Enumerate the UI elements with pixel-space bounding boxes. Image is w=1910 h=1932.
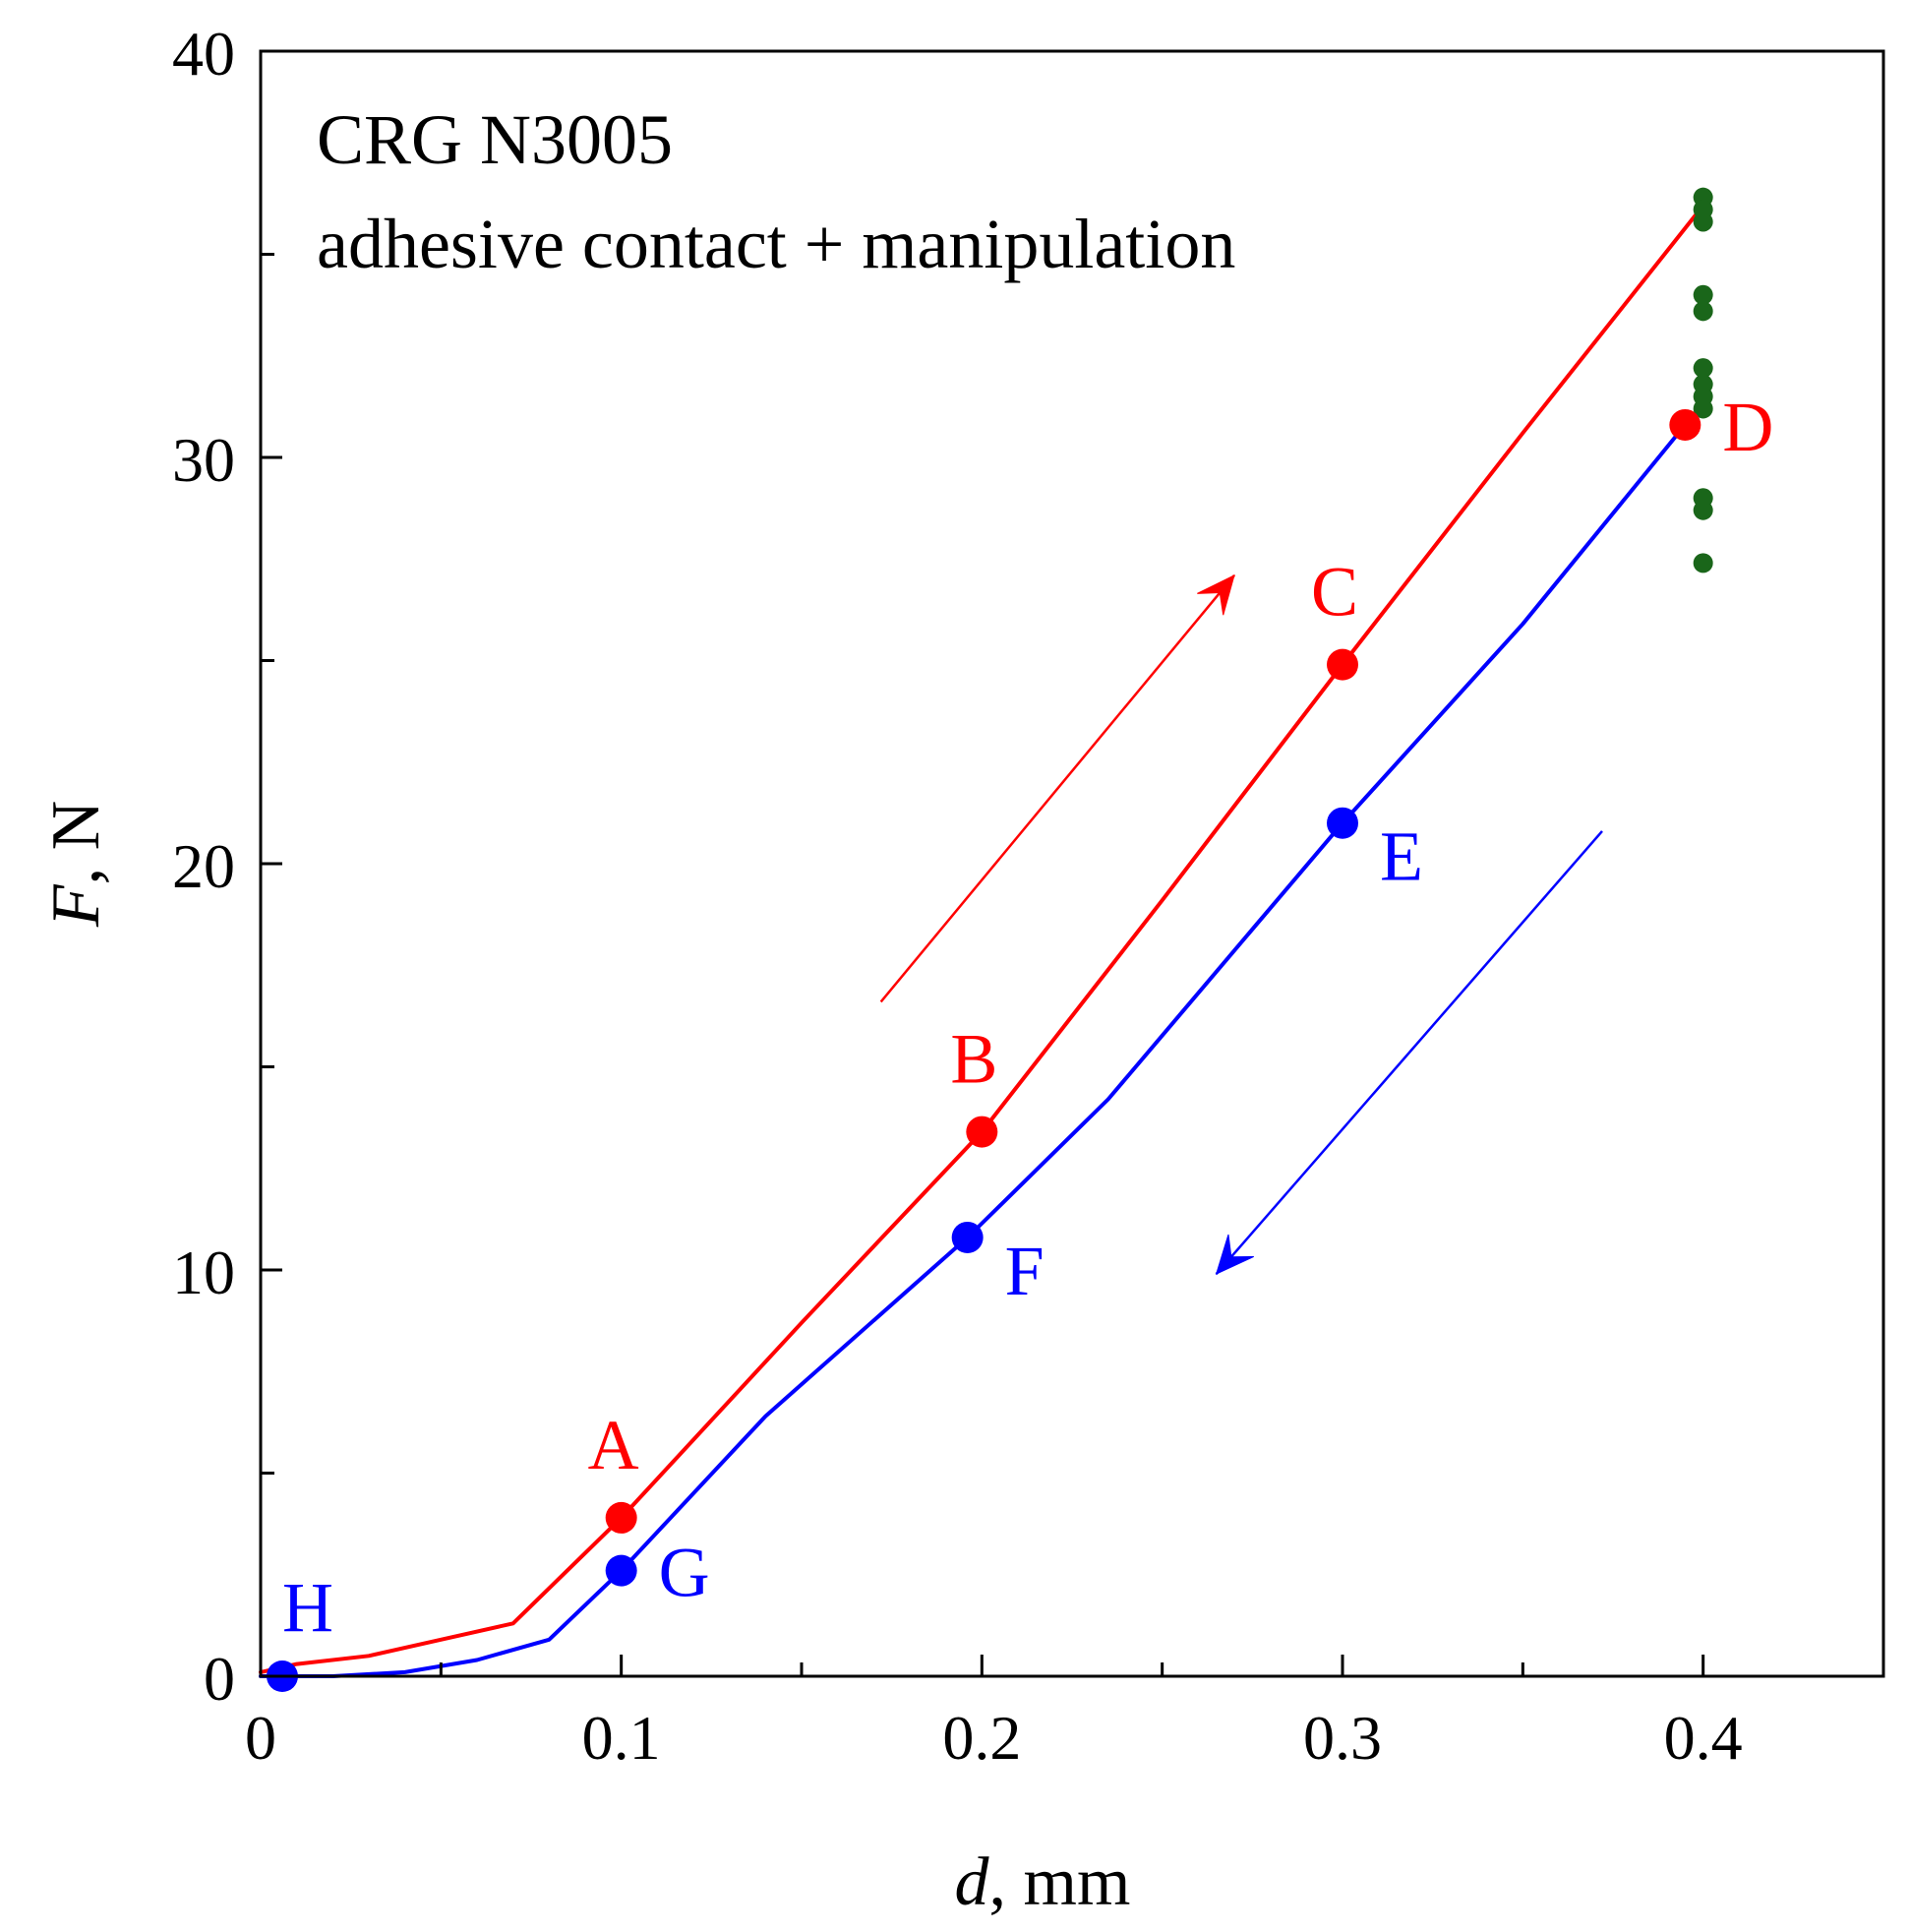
point-label-g: G <box>659 1534 710 1612</box>
scatter-point <box>1693 211 1713 232</box>
x-axis-title-variable: d <box>955 1844 990 1920</box>
point-label-h: H <box>282 1568 333 1647</box>
point-label-f: F <box>1005 1232 1045 1310</box>
point-label-d: D <box>1722 388 1773 466</box>
annotation-line-1: CRG N3005 <box>317 100 673 179</box>
point-label-c: C <box>1311 553 1358 632</box>
x-tick-label: 0.1 <box>582 1703 661 1773</box>
plot-layer: A B C D E F G H <box>259 187 1773 1692</box>
point-marker-b <box>966 1116 998 1148</box>
point-label-e: E <box>1380 817 1423 896</box>
y-tick-label: 40 <box>172 19 235 89</box>
scatter-point <box>1693 301 1713 322</box>
loading-direction-arrow-head <box>1197 574 1235 616</box>
scatter-point <box>1693 398 1713 419</box>
y-axis-title-variable: F <box>38 883 114 928</box>
scatter-point <box>1693 553 1713 574</box>
ticks-layer: 0 0.1 0.2 0.3 0.4 0 10 20 30 40 <box>172 19 1743 1773</box>
point-marker-e <box>1327 807 1358 839</box>
point-marker-c <box>1327 648 1358 681</box>
loading-curve <box>259 203 1705 1674</box>
point-marker-a <box>605 1501 637 1534</box>
unloading-direction-arrow-head <box>1215 1234 1254 1276</box>
y-tick-label: 0 <box>204 1644 235 1714</box>
x-tick-label: 0.3 <box>1303 1703 1382 1773</box>
point-marker-d <box>1669 408 1701 441</box>
x-tick-label: 0.2 <box>942 1703 1021 1773</box>
x-tick-label: 0 <box>245 1703 276 1773</box>
point-label-a: A <box>588 1406 639 1484</box>
scatter-point <box>1693 500 1713 520</box>
point-label-b: B <box>950 1020 997 1099</box>
point-marker-f <box>951 1221 984 1253</box>
scatter-point <box>1693 358 1713 379</box>
x-axis-title: d, mm <box>955 1844 1131 1920</box>
y-axis-title: F, N <box>38 801 114 928</box>
loading-direction-arrow-shaft <box>879 574 1235 1003</box>
y-tick-label: 20 <box>172 831 235 901</box>
x-axis-title-unit: , mm <box>989 1844 1131 1920</box>
annotation-line-2: adhesive contact + manipulation <box>317 205 1235 283</box>
unloading-direction-arrow-shaft <box>1215 830 1603 1275</box>
unloading-curve <box>259 423 1688 1678</box>
x-tick-label: 0.4 <box>1664 1703 1743 1773</box>
scatter-point <box>1693 284 1713 305</box>
y-axis-title-unit: , N <box>38 801 114 885</box>
y-tick-label: 10 <box>172 1238 235 1307</box>
point-marker-g <box>605 1554 637 1587</box>
y-tick-label: 30 <box>172 425 235 495</box>
